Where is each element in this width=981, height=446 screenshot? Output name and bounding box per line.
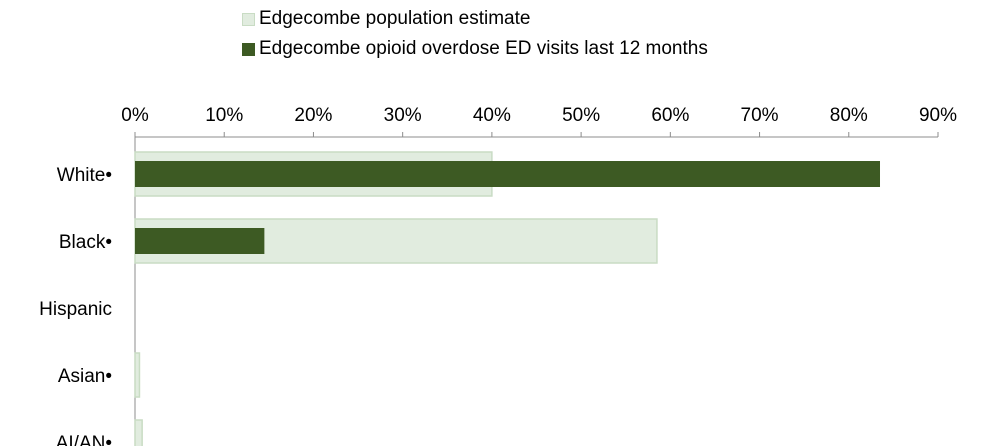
category-label: White•: [57, 165, 112, 186]
legend-item-ed-visits[interactable]: Edgecombe opioid overdose ED visits last…: [242, 34, 708, 64]
legend-swatch-population: [242, 12, 255, 26]
x-tick-label: 90%: [919, 105, 957, 126]
x-tick-label: 50%: [562, 105, 600, 126]
x-tick-label: 60%: [651, 105, 689, 126]
x-tick-label: 10%: [205, 105, 243, 126]
x-tick-label: 20%: [294, 105, 332, 126]
category-label: Hispanic: [39, 299, 112, 320]
category-label: Black•: [59, 232, 112, 253]
x-tick-label: 30%: [384, 105, 422, 126]
x-tick-label: 40%: [473, 105, 511, 126]
chart-legend: Edgecombe population estimate Edgecombe …: [242, 4, 708, 64]
legend-label-ed-visits: Edgecombe opioid overdose ED visits last…: [259, 38, 708, 59]
bar-population: [134, 419, 143, 446]
category-label: AI/AN•: [56, 433, 112, 446]
bar-ed-visits: [135, 228, 265, 254]
x-tick-label: 80%: [830, 105, 868, 126]
legend-swatch-ed-visits: [242, 42, 255, 56]
category-label: Asian•: [58, 366, 112, 387]
bar-population: [134, 352, 141, 398]
legend-label-population: Edgecombe population estimate: [259, 8, 531, 29]
bar-ed-visits: [135, 161, 881, 187]
x-tick-label: 0%: [121, 105, 149, 126]
x-tick-label: 70%: [741, 105, 779, 126]
legend-item-population[interactable]: Edgecombe population estimate: [242, 4, 708, 34]
